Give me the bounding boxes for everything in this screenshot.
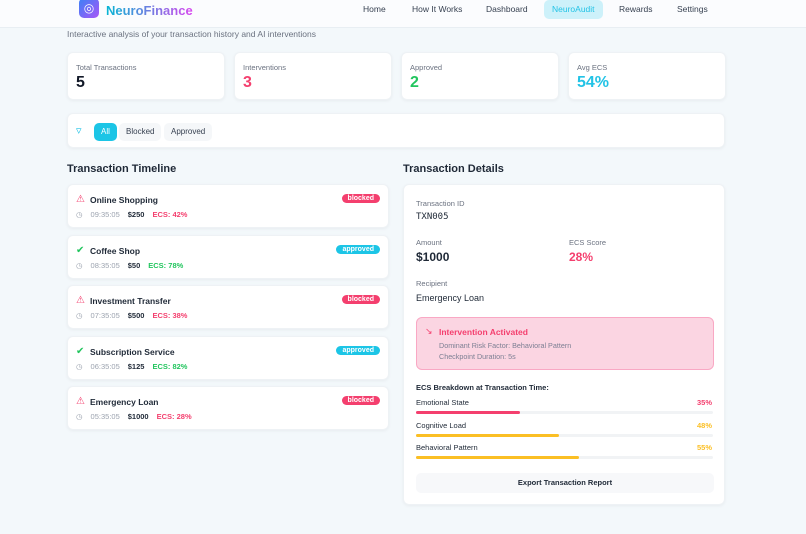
page-subtitle: Interactive analysis of your transaction… [67,29,316,39]
stat-label: Interventions [243,63,286,72]
transaction-amount: $250 [127,210,145,219]
transaction-ecs: ECS: 82% [152,361,188,371]
status-badge: approved [336,244,380,254]
transaction-name: Coffee Shop [90,245,141,256]
transaction-amount: $1000 [127,412,149,421]
nav-neuroaudit[interactable]: NeuroAudit [544,0,603,19]
check-circle-icon: ✔ [76,345,85,357]
breakdown-title: ECS Breakdown at Transaction Time: [416,383,549,392]
clock-icon: ◷ [76,311,83,320]
recipient-value: Emergency Loan [416,293,485,303]
filter-blocked[interactable]: Blocked [119,123,162,141]
breakdown-label: Emotional State [416,398,469,407]
top-nav: ◎ NeuroFinance Home How It Works Dashboa… [0,0,806,28]
nav-how-it-works[interactable]: How It Works [412,4,463,14]
transaction-amount: $500 [127,311,145,320]
transaction-name: Investment Transfer [90,296,171,306]
transaction-time: 08:35:05 [90,260,120,270]
breakdown-percent: 48% [696,420,712,430]
filter-all[interactable]: All [94,123,117,141]
stat-label: Total Transactions [76,63,137,72]
transaction-ecs: ECS: 38% [152,311,188,320]
transaction-id: TXN005 [416,212,449,222]
breakdown-bar-fill [416,456,580,459]
transaction-name: Subscription Service [90,346,175,357]
trending-down-icon: ↘ [425,326,433,336]
check-circle-icon: ✔ [76,244,85,256]
filter-bar: ▿ All Blocked Approved [67,113,725,148]
transaction-card[interactable]: ⚠ Investment Transfer blocked ◷ 07:35:05 $… [67,285,389,329]
recipient-label: Recipient [416,279,448,288]
brand-name[interactable]: NeuroFinance [106,3,193,18]
clock-icon: ◷ [76,361,83,371]
stat-value: 3 [243,74,252,91]
transaction-card[interactable]: ✔ Coffee Shop approved ◷ 08:35:05 $50 ECS: … [67,234,389,279]
transaction-amount: $125 [127,361,145,371]
amount-value: $1000 [416,250,450,264]
transaction-amount: $50 [127,260,141,270]
transaction-ecs: ECS: 42% [152,210,188,219]
breakdown-bar [416,456,713,459]
filter-approved[interactable]: Approved [164,123,213,141]
status-badge: blocked [341,194,380,203]
nav-home[interactable]: Home [363,4,386,14]
status-badge: blocked [341,396,380,405]
transaction-time: 06:35:05 [90,361,120,371]
transaction-card[interactable]: ⚠ Online Shopping blocked ◷ 09:35:05 $250 E… [67,184,389,228]
transaction-ecs: ECS: 78% [148,260,184,270]
clock-icon: ◷ [76,210,83,219]
breakdown-bar [416,411,713,414]
breakdown-label: Behavioral Pattern [416,443,478,452]
filter-icon: ▿ [76,125,82,137]
breakdown-label: Cognitive Load [416,420,467,430]
intervention-title: Intervention Activated [439,327,528,337]
amount-label: Amount [416,238,442,247]
export-report-button[interactable]: Export Transaction Report [416,473,714,493]
brain-logo-icon: ◎ [79,0,99,18]
stat-card: Avg ECS 54% [568,52,726,100]
breakdown-bar-fill [416,433,559,437]
nav-dashboard[interactable]: Dashboard [486,4,528,14]
transaction-card[interactable]: ⚠ Emergency Loan blocked ◷ 05:35:05 $1000 E… [67,386,389,430]
transaction-time: 05:35:05 [90,412,120,421]
intervention-alert: ↘ Intervention Activated Dominant Risk F… [416,317,714,370]
stat-label: Avg ECS [577,63,608,72]
transaction-name: Emergency Loan [90,397,159,407]
stat-value: 54% [577,74,610,91]
clock-icon: ◷ [76,260,83,270]
timeline-title: Transaction Timeline [67,163,177,175]
breakdown-bar [416,433,713,437]
ecs-label: ECS Score [569,238,607,247]
breakdown-bar-fill [416,411,520,414]
transaction-time: 09:35:05 [90,210,120,219]
stat-value: 2 [410,74,419,91]
status-badge: blocked [341,295,380,304]
details-title: Transaction Details [403,163,504,175]
stat-card: Interventions 3 [234,52,392,100]
details-panel: Transaction ID TXN005 Amount $1000 ECS S… [403,184,725,505]
warning-triangle-icon: ⚠ [76,295,85,306]
status-badge: approved [336,345,380,355]
transaction-ecs: ECS: 28% [156,412,192,421]
transaction-time: 07:35:05 [90,311,120,320]
stat-card: Approved 2 [401,52,559,100]
clock-icon: ◷ [76,412,83,421]
transaction-card[interactable]: ✔ Subscription Service approved ◷ 06:35:0… [67,335,389,380]
nav-settings[interactable]: Settings [677,4,708,14]
nav-rewards[interactable]: Rewards [619,4,653,14]
transaction-id-label: Transaction ID [416,199,465,208]
warning-triangle-icon: ⚠ [76,396,85,407]
ecs-value: 28% [569,250,594,264]
warning-triangle-icon: ⚠ [76,194,85,205]
stat-value: 5 [76,74,85,91]
transaction-name: Online Shopping [90,195,158,205]
stat-card: Total Transactions 5 [67,52,225,100]
risk-factor: Dominant Risk Factor: Behavioral Pattern [439,341,572,350]
breakdown-percent: 35% [696,398,712,407]
stat-label: Approved [410,63,443,72]
breakdown-percent: 55% [696,443,712,452]
checkpoint-duration: Checkpoint Duration: 5s [439,352,516,361]
